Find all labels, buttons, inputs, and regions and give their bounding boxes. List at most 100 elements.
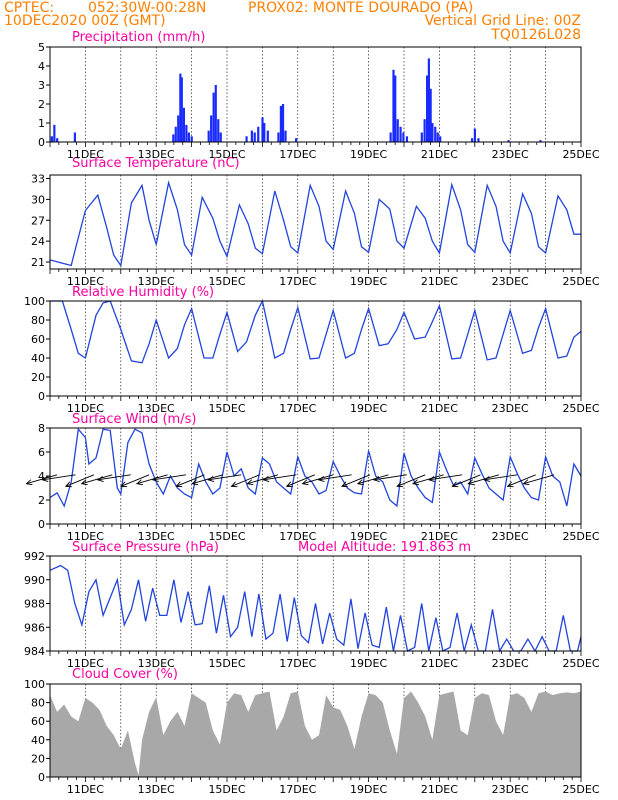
precipitation-bar	[394, 75, 397, 142]
temperature-frame	[49, 174, 582, 270]
wind-vector-head	[356, 479, 364, 486]
wind-vector	[468, 474, 499, 485]
wind-vector-head	[120, 481, 128, 488]
wind-vector	[412, 474, 444, 485]
wind-vector-head	[191, 479, 199, 486]
humidity-xtick-label: 23DEC	[492, 402, 529, 415]
precipitation-panel: 0 1 2 3 4 5 11DEC 13DEC 15DEC 17DEC 19DEC 21DEC 23DE…	[38, 41, 600, 161]
wind-vector-head	[41, 476, 49, 483]
precipitation-bar	[396, 119, 399, 142]
precipitation-bar	[295, 138, 298, 142]
precipitation-bar	[423, 119, 426, 142]
precipitation-bar	[507, 140, 510, 142]
temperature-ytick-label: 27	[31, 214, 45, 227]
wind-vector	[373, 474, 407, 481]
humidity-frame	[49, 300, 582, 397]
cloud-xtick-label: 17DEC	[279, 783, 316, 796]
temperature-xtick-label: 15DEC	[208, 275, 245, 288]
wind-vector-head	[451, 481, 459, 488]
wind-xtick-label: 11DEC	[67, 530, 104, 543]
wind-vector	[452, 474, 481, 487]
precipitation-bar	[402, 132, 405, 142]
temperature-line	[49, 180, 581, 268]
humidity-ytick-label: 40	[31, 352, 45, 365]
wind-vector	[152, 474, 187, 481]
wind-vector	[136, 474, 168, 485]
wind-vector	[263, 474, 297, 481]
temperature-panel: 21 24 27 30 33 11DEC 13DEC 15DEC 17DEC 19DEC 21DEC…	[31, 172, 600, 288]
wind-xtick-label: 15DEC	[208, 530, 245, 543]
wind-vector	[397, 474, 426, 487]
wind-line	[49, 427, 582, 508]
wind-xtick-label: 19DEC	[350, 530, 387, 543]
wind-vector	[42, 474, 76, 481]
wind-vector	[192, 474, 223, 485]
precipitation-ytick-label: 0	[38, 136, 45, 149]
pressure-xtick-label: 11DEC	[67, 657, 104, 670]
precipitation-bar	[190, 136, 193, 142]
wind-vector	[247, 474, 279, 485]
precipitation-bar	[214, 85, 217, 142]
wind-vector	[523, 474, 555, 485]
cloud-xtick-label: 11DEC	[67, 783, 104, 796]
temperature-xtick-label: 25DEC	[562, 275, 599, 288]
cloud-xtick-label: 25DEC	[562, 783, 599, 796]
wind-ytick-label: 2	[38, 494, 45, 507]
temperature-ytick-label: 33	[31, 172, 45, 185]
wind-vector-head	[96, 476, 104, 483]
wind-vector-head	[175, 481, 183, 488]
precipitation-xtick-label: 17DEC	[279, 148, 316, 161]
pressure-annotation: Model Altitude: 191.863 m	[298, 540, 471, 555]
cloud-ytick-label: 40	[31, 734, 45, 747]
wind-ytick-label: 0	[38, 518, 45, 531]
precipitation-bar	[405, 136, 409, 142]
wind-vector	[507, 474, 536, 487]
wind-vector-head	[230, 481, 238, 488]
wind-vector-head	[135, 479, 143, 486]
precipitation-ytick-label: 4	[38, 60, 45, 73]
pressure-title: Surface Pressure (hPa)	[72, 540, 219, 555]
humidity-ytick-label: 100	[24, 295, 45, 308]
header-run: 10DEC2020 00Z (GMT)	[4, 13, 166, 29]
cloud-xtick-label: 13DEC	[138, 783, 175, 796]
header-grid-note: Vertical Grid Line: 00Z	[425, 13, 581, 29]
cloud-ytick-label: 60	[31, 715, 45, 728]
cloud-ytick-label: 20	[31, 752, 45, 765]
wind-vector	[176, 474, 205, 487]
precipitation-bar	[73, 132, 76, 142]
temperature-xtick-label: 13DEC	[138, 275, 175, 288]
cloud-xtick-label: 21DEC	[421, 783, 458, 796]
precipitation-bar	[182, 107, 186, 142]
wind-vector-head	[64, 481, 72, 488]
precipitation-xtick-label: 11DEC	[67, 148, 104, 161]
precipitation-bar	[277, 132, 280, 142]
precipitation-bar	[179, 73, 182, 142]
wind-vector-head	[80, 479, 88, 486]
precipitation-bar	[539, 140, 542, 142]
humidity-ytick-label: 0	[38, 390, 45, 403]
wind-vector	[341, 474, 371, 487]
header-location: 052:30W-00:28N	[88, 0, 206, 16]
temperature-ytick-label: 21	[31, 256, 45, 269]
pressure-xtick-label: 21DEC	[421, 657, 458, 670]
wind-vector	[97, 474, 131, 481]
pressure-ytick-label: 986	[24, 621, 45, 634]
precipitation-xtick-label: 21DEC	[421, 148, 458, 161]
cloud-xtick-label: 23DEC	[492, 783, 529, 796]
humidity-ytick-label: 60	[31, 333, 45, 346]
pressure-xtick-label: 15DEC	[208, 657, 245, 670]
precipitation-bar	[429, 88, 432, 142]
precipitation-bar	[266, 130, 269, 142]
cloud-ytick-label: 100	[24, 678, 45, 691]
precipitation-bar	[263, 123, 266, 142]
cloud-title: Cloud Cover (%)	[72, 667, 178, 682]
precipitation-bar	[426, 75, 429, 142]
humidity-line	[50, 299, 582, 364]
precipitation-bar	[436, 132, 439, 142]
precipitation-ytick-label: 5	[38, 41, 45, 54]
temperature-xtick-label: 21DEC	[421, 275, 458, 288]
wind-vector-head	[151, 476, 159, 483]
wind-vector	[357, 474, 389, 485]
precipitation-bar	[257, 126, 260, 142]
